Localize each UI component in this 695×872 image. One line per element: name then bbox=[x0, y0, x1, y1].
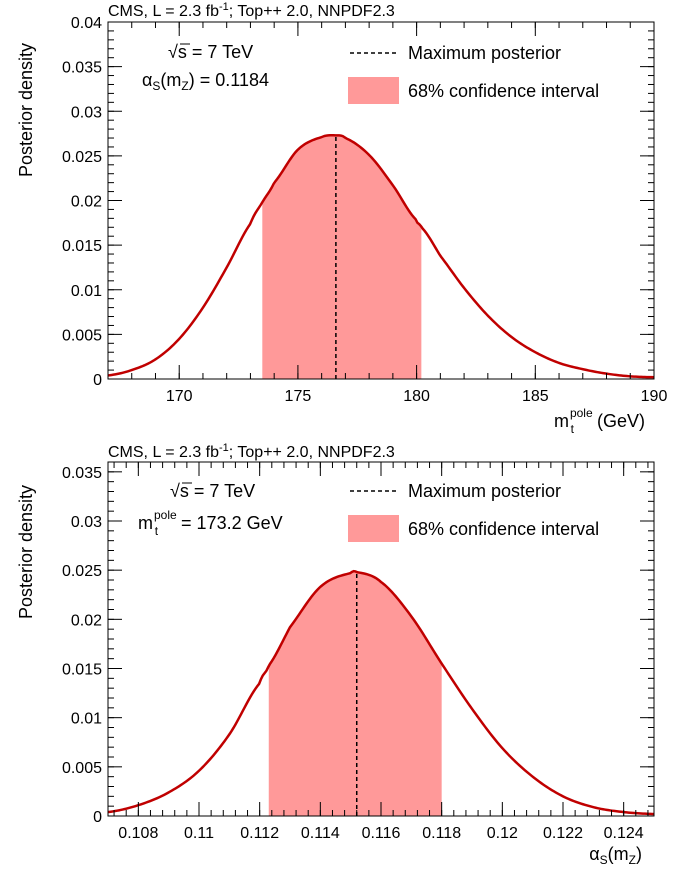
x-tick-label: 0.118 bbox=[422, 825, 461, 842]
legend-line-label: Maximum posterior bbox=[408, 481, 561, 501]
y-tick-label: 0.01 bbox=[71, 283, 102, 300]
x-tick-label: 0.12 bbox=[487, 825, 518, 842]
x-tick-label: 0.124 bbox=[604, 825, 644, 842]
y-tick-label: 0.005 bbox=[62, 327, 102, 344]
y-axis-label: Posterior density bbox=[16, 485, 36, 619]
legend-band-label: 68% confidence interval bbox=[408, 81, 599, 101]
x-axis: 0.108 0.11 0.112 0.114 0.116 0.118 0.12 0.122 0.… bbox=[113, 462, 649, 842]
ci68-area bbox=[268, 571, 442, 816]
y-tick-label: 0.03 bbox=[71, 514, 102, 531]
legend-band-swatch bbox=[348, 515, 399, 542]
y-tick-label: 0.02 bbox=[71, 612, 102, 629]
y-tick-label: 0.025 bbox=[62, 149, 102, 166]
x-tick-label: 0.122 bbox=[543, 825, 583, 842]
y-axis: 0 0.005 0.01 0.015 0.02 0.025 0.03 0.035 bbox=[62, 461, 654, 826]
info-alphas: αS(mZ) = 0.1184 bbox=[142, 70, 269, 93]
ci68-band bbox=[268, 571, 442, 816]
y-tick-label: 0.02 bbox=[71, 194, 102, 211]
posterior-line bbox=[107, 133, 655, 379]
x-tick-label: 0.108 bbox=[118, 825, 158, 842]
y-tick-label: 0.025 bbox=[62, 563, 102, 580]
y-axis-label: Posterior density bbox=[16, 43, 36, 177]
x-tick-label: 0.114 bbox=[301, 825, 340, 842]
x-axis-label: mpole t (GeV) bbox=[554, 406, 645, 436]
header: CMS, L = 2.3 fb-1; Top++ 2.0, NNPDF2.3 bbox=[108, 442, 395, 461]
y-tick-label: 0.035 bbox=[62, 465, 102, 482]
x-tick-label: 175 bbox=[285, 388, 312, 405]
x-tick-label: 190 bbox=[641, 388, 668, 405]
panel-alphas: CMS, L = 2.3 fb-1; Top++ 2.0, NNPDF2.3 0… bbox=[16, 442, 655, 867]
y-tick-label: 0.03 bbox=[71, 104, 102, 121]
ci68-band bbox=[262, 135, 422, 379]
header: CMS, L = 2.3 fb-1; Top++ 2.0, NNPDF2.3 bbox=[108, 1, 395, 20]
legend-band-swatch bbox=[348, 77, 399, 104]
y-tick-label: 0 bbox=[93, 809, 102, 826]
info-mt: mpole t = 173.2 GeV bbox=[138, 508, 283, 538]
x-tick-label: 185 bbox=[522, 388, 549, 405]
y-tick-label: 0.005 bbox=[62, 760, 102, 777]
y-tick-label: 0.04 bbox=[71, 15, 102, 32]
y-tick-label: 0.015 bbox=[62, 662, 102, 679]
info-energy: √s = 7 TeV bbox=[168, 42, 253, 62]
x-tick-label: 170 bbox=[166, 388, 193, 405]
ci68-area bbox=[262, 135, 422, 379]
x-axis: 170 175 180 185 190 bbox=[107, 22, 668, 405]
posterior-curve bbox=[107, 569, 655, 816]
y-tick-label: 0.035 bbox=[62, 60, 102, 77]
posterior-curve bbox=[107, 133, 655, 379]
x-tick-label: 0.11 bbox=[184, 825, 214, 842]
info-energy: √s = 7 TeV bbox=[170, 481, 255, 501]
y-axis: 0 0.005 0.01 0.015 0.02 0.025 0.03 0.035 0.04 bbox=[62, 15, 654, 389]
legend-line-label: Maximum posterior bbox=[408, 43, 561, 63]
y-tick-label: 0 bbox=[93, 372, 102, 389]
legend-band-label: 68% confidence interval bbox=[408, 519, 599, 539]
y-tick-label: 0.015 bbox=[62, 238, 102, 255]
panel-mt: CMS, L = 2.3 fb-1; Top++ 2.0, NNPDF2.3 0… bbox=[16, 1, 667, 436]
x-tick-label: 0.112 bbox=[240, 825, 279, 842]
y-tick-label: 0.01 bbox=[71, 711, 102, 728]
x-axis-label: αS(mZ) bbox=[589, 844, 642, 867]
x-tick-label: 0.116 bbox=[362, 825, 401, 842]
posterior-line bbox=[107, 569, 655, 816]
x-tick-label: 180 bbox=[403, 388, 430, 405]
